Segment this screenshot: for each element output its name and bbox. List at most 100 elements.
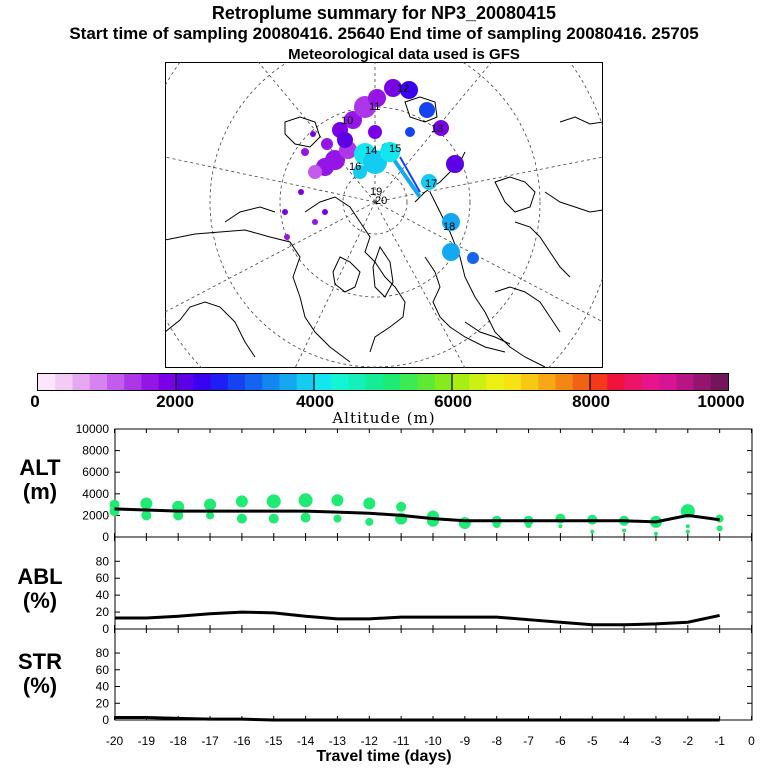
colorbar-cell — [158, 374, 177, 390]
plume-marker — [282, 209, 288, 215]
colorbar-cell — [55, 374, 73, 390]
colorbar-tick-label: 0 — [30, 392, 40, 411]
alt-point — [716, 525, 723, 532]
abl-label-line1: ABL — [17, 564, 63, 589]
x-tick-label: -12 — [361, 734, 379, 748]
str-line — [114, 715, 720, 722]
colorbar-tick-label: 2000 — [156, 392, 194, 411]
alt-point — [204, 498, 217, 511]
map-frame — [165, 62, 603, 368]
str-panel-label: STR (%) — [0, 650, 80, 698]
plume-marker — [310, 131, 316, 137]
y-tick-label: 80 — [96, 554, 110, 568]
y-tick-label: 60 — [96, 571, 110, 585]
map-label: 17 — [425, 178, 437, 190]
map-graticule — [165, 62, 603, 368]
colorbar-cell — [262, 374, 280, 390]
plume-marker — [312, 219, 318, 225]
colorbar-cell — [296, 374, 315, 390]
y-tick-label: 4000 — [82, 487, 109, 501]
alt-point — [235, 495, 248, 508]
alt-point — [653, 531, 658, 536]
alt-point — [236, 513, 247, 524]
colorbar-cell — [193, 374, 211, 390]
colorbar-tick-label: 4000 — [296, 392, 334, 411]
colorbar-tick-label: 10000 — [697, 392, 745, 411]
colorbar-cell — [417, 374, 436, 390]
map-label: 16 — [349, 161, 361, 173]
y-tick-label: 0 — [102, 622, 109, 636]
alt-line — [114, 507, 720, 524]
y-tick-label: 40 — [96, 680, 110, 694]
alt-point — [300, 512, 311, 523]
colorbar-cell — [607, 374, 625, 390]
x-tick-label: -16 — [233, 734, 251, 748]
x-tick-label: -6 — [555, 734, 566, 748]
y-tick-label: 10000 — [76, 422, 110, 436]
colorbar-cell — [124, 374, 142, 390]
plume-marker — [433, 120, 449, 136]
colorbar-cell — [141, 374, 160, 390]
colorbar-cell — [227, 374, 246, 390]
plume-marker — [298, 189, 304, 195]
map-label: 13 — [431, 123, 443, 135]
colorbar-cell — [469, 374, 487, 390]
plume-marker — [442, 213, 460, 231]
plume-marker — [400, 81, 418, 99]
y-tick-label: 0 — [102, 530, 109, 544]
map-label: 15 — [389, 143, 401, 155]
colorbar-axis-label: Altitude (m) — [332, 409, 436, 427]
colorbar-cell — [365, 374, 384, 390]
alt-point — [427, 514, 439, 527]
colorbar-cell — [176, 374, 194, 390]
alt-point — [365, 517, 374, 526]
colorbar-cell — [72, 374, 91, 390]
altitude-colorbar — [37, 373, 729, 391]
meteorology-subtitle: Meteorological data used is GFS — [288, 46, 520, 63]
plume-marker — [337, 132, 353, 148]
alt-point — [622, 528, 627, 533]
x-tick-label: -7 — [523, 734, 534, 748]
colorbar-cell — [521, 374, 539, 390]
x-tick-label: -14 — [297, 734, 315, 748]
plume-marker — [421, 174, 437, 190]
x-tick-label: -17 — [201, 734, 219, 748]
plume-marker — [368, 125, 382, 139]
plume-marker — [344, 111, 362, 129]
plume-marker — [405, 127, 415, 137]
colorbar-cells — [38, 374, 729, 390]
alt-point — [558, 524, 563, 529]
alt-point — [266, 494, 281, 509]
x-tick-label: -9 — [460, 734, 471, 748]
plume-marker — [321, 138, 333, 150]
alt-point — [173, 510, 184, 521]
alt-point — [141, 510, 152, 521]
x-tick-label: -15 — [265, 734, 283, 748]
abl-panel-label: ABL (%) — [0, 565, 80, 613]
x-tick-label: -5 — [587, 734, 598, 748]
colorbar-cell — [38, 374, 56, 390]
colorbar-cell — [348, 374, 367, 390]
y-tick-label: 20 — [96, 696, 110, 710]
panel-data — [109, 493, 724, 722]
map-label: 12 — [397, 83, 409, 95]
colorbar-cell — [486, 374, 505, 390]
x-tick-label: -13 — [329, 734, 347, 748]
colorbar-cell — [210, 374, 229, 390]
x-tick-label: -1 — [714, 734, 725, 748]
alt-point — [525, 522, 532, 529]
str-label-line1: STR — [18, 649, 62, 674]
alt-panel-label: ALT (m) — [0, 456, 80, 504]
colorbar-cell — [400, 374, 418, 390]
chart-title: Retroplume summary for NP3_20080415 — [211, 3, 557, 23]
y-tick-label: 2000 — [82, 508, 109, 522]
colorbar-cell — [572, 374, 591, 390]
colorbar-cell — [452, 374, 470, 390]
plume-marker — [419, 102, 435, 118]
plume-marker — [380, 142, 400, 162]
map-label: 11 — [369, 101, 380, 113]
x-tick-label: -20 — [106, 734, 124, 748]
alt-point — [268, 513, 279, 524]
map-label: 19 — [370, 186, 382, 198]
x-tick-label: -8 — [491, 734, 502, 748]
